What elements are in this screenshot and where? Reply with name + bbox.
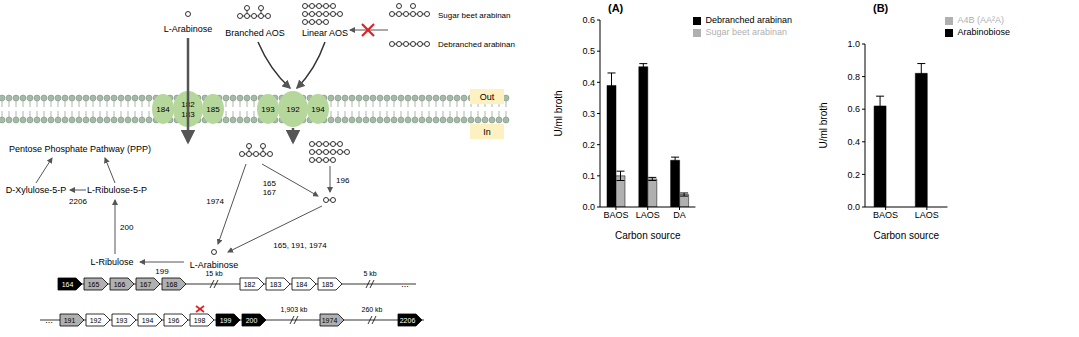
- svg-text:184: 184: [156, 105, 170, 114]
- html-text:(A): (A): [608, 2, 624, 14]
- svg-text:194: 194: [311, 105, 325, 114]
- svg-text:165: 165: [263, 179, 277, 188]
- html-text:Sugar beet arabinan: Sugar beet arabinan: [705, 27, 787, 37]
- svg-text:LAOS: LAOS: [915, 210, 939, 220]
- svg-text:167: 167: [263, 188, 277, 197]
- svg-text:BAOS: BAOS: [873, 210, 898, 220]
- svg-text:Carbon source: Carbon source: [873, 230, 939, 241]
- svg-text:193: 193: [116, 317, 128, 324]
- svg-text:164: 164: [62, 281, 74, 288]
- svg-text:200: 200: [246, 317, 258, 324]
- svg-text:U/ml broth: U/ml broth: [553, 90, 564, 136]
- svg-text:194: 194: [142, 317, 154, 324]
- html-text:Debranched arabinan: Debranched arabinan: [705, 15, 792, 25]
- html-text:A4B (AA²A): A4B (AA²A): [957, 15, 1004, 25]
- svg-text:BAOS: BAOS: [603, 210, 628, 220]
- svg-text:2206: 2206: [400, 317, 416, 324]
- svg-text:182: 182: [181, 100, 195, 109]
- svg-text:182: 182: [244, 281, 256, 288]
- svg-text:Pentose Phosphate Pathway (PPP: Pentose Phosphate Pathway (PPP): [9, 144, 151, 154]
- svg-text:0.4: 0.4: [847, 137, 860, 147]
- html-text:(B): (B): [873, 2, 889, 14]
- svg-text:185: 185: [322, 281, 334, 288]
- html-text:Arabinobiose: Arabinobiose: [957, 27, 1010, 37]
- svg-text:1974: 1974: [322, 317, 338, 324]
- svg-text:L-Arabinose: L-Arabinose: [164, 24, 213, 34]
- svg-text:199: 199: [155, 267, 169, 276]
- svg-text:L-Ribulose-5-P: L-Ribulose-5-P: [87, 185, 147, 195]
- svg-text:0.3: 0.3: [582, 109, 595, 119]
- svg-text:167: 167: [140, 281, 152, 288]
- svg-text:Branched AOS: Branched AOS: [225, 28, 285, 38]
- svg-text:1.0: 1.0: [847, 39, 860, 49]
- svg-text:260 kb: 260 kb: [361, 306, 382, 313]
- svg-text:U/ml broth: U/ml broth: [818, 102, 829, 148]
- svg-text:Debranched arabinan: Debranched arabinan: [438, 40, 515, 49]
- svg-text:...: ...: [45, 315, 53, 325]
- svg-text:165: 165: [88, 281, 100, 288]
- svg-text:5 kb: 5 kb: [363, 270, 376, 277]
- svg-text:0.8: 0.8: [847, 72, 860, 82]
- svg-text:193: 193: [261, 105, 275, 114]
- svg-text:Carbon source: Carbon source: [615, 230, 681, 241]
- svg-text:165, 191, 1974: 165, 191, 1974: [273, 241, 327, 250]
- svg-text:Linear AOS: Linear AOS: [302, 28, 348, 38]
- svg-text:192: 192: [90, 317, 102, 324]
- svg-text:184: 184: [296, 281, 308, 288]
- svg-text:L-Ribulose: L-Ribulose: [90, 257, 133, 267]
- svg-text:0.6: 0.6: [582, 15, 595, 25]
- svg-text:0.1: 0.1: [582, 171, 595, 181]
- svg-text:0.2: 0.2: [582, 140, 595, 150]
- svg-text:0.6: 0.6: [847, 104, 860, 114]
- svg-text:192: 192: [286, 105, 300, 114]
- svg-text:196: 196: [336, 176, 350, 185]
- svg-text:In: In: [483, 127, 491, 137]
- svg-text:0.0: 0.0: [847, 202, 860, 212]
- svg-text:183: 183: [270, 281, 282, 288]
- svg-text:0.2: 0.2: [847, 170, 860, 180]
- svg-text:2206: 2206: [69, 197, 87, 206]
- svg-text:Out: Out: [480, 92, 495, 102]
- svg-text:200: 200: [120, 223, 134, 232]
- svg-text:L-Arabinose: L-Arabinose: [190, 260, 239, 270]
- svg-text:168: 168: [166, 281, 178, 288]
- svg-text:DA: DA: [673, 210, 686, 220]
- svg-text:198: 198: [194, 317, 206, 324]
- svg-text:0.0: 0.0: [582, 202, 595, 212]
- svg-text:191: 191: [64, 317, 76, 324]
- svg-text:...: ...: [401, 279, 409, 289]
- svg-text:D-Xylulose-5-P: D-Xylulose-5-P: [8, 185, 66, 195]
- svg-text:0.5: 0.5: [582, 46, 595, 56]
- svg-text:183: 183: [181, 110, 195, 119]
- svg-text:185: 185: [206, 105, 220, 114]
- svg-text:196: 196: [168, 317, 180, 324]
- svg-text:1,903 kb: 1,903 kb: [281, 306, 308, 313]
- svg-text:Sugar beet arabinan: Sugar beet arabinan: [438, 11, 511, 20]
- svg-text:LAOS: LAOS: [636, 210, 660, 220]
- svg-text:166: 166: [114, 281, 126, 288]
- svg-text:199: 199: [220, 317, 232, 324]
- svg-text:0.4: 0.4: [582, 78, 595, 88]
- svg-text:1974: 1974: [206, 197, 224, 206]
- svg-text:15 kb: 15 kb: [205, 270, 222, 277]
